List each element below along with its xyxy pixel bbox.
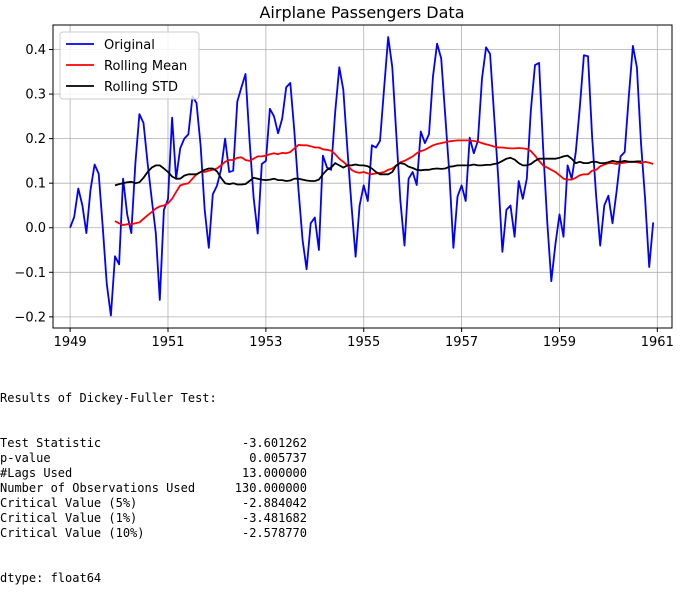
y-tick-label: 0.1 [25, 177, 46, 192]
x-tick-label: 1961 [641, 335, 674, 350]
series-line-original [69, 36, 655, 317]
results-row-label: Critical Value (1%) [0, 511, 138, 525]
results-row-label: Critical Value (5%) [0, 496, 138, 510]
results-row: Critical Value (5%) -2.884042 [0, 496, 307, 511]
x-tick-label: 1959 [543, 335, 576, 350]
results-header: Results of Dickey-Fuller Test: [0, 391, 217, 405]
results-row: Critical Value (10%) -2.578770 [0, 526, 307, 541]
chart: Airplane Passengers Data 1949 1951 1953 195… [14, 3, 673, 350]
results-row: Number of Observations Used 130.000000 [0, 481, 307, 496]
results-row-value: -2.884042 [241, 496, 307, 510]
results-table: Test Statistic -3.601262 p-value 0.005737 #L… [0, 436, 307, 541]
results-row-label: Test Statistic [0, 436, 102, 450]
y-tick-label: −0.1 [14, 266, 46, 281]
y-tick-label: 0.4 [25, 43, 46, 58]
results-row-value: -2.578770 [241, 526, 307, 540]
y-tick-label: 0.3 [25, 88, 46, 103]
results-row-label: p-value [0, 451, 51, 465]
dickey-fuller-results: Results of Dickey-Fuller Test: Test Stat… [0, 361, 307, 601]
results-row-value: 0.005737 [249, 451, 307, 465]
series-lines [69, 36, 655, 317]
y-tick-label: −0.2 [14, 310, 46, 325]
results-dtype: dtype: float64 [0, 571, 102, 585]
results-row: Critical Value (1%) -3.481682 [0, 511, 307, 526]
results-row-label: #Lags Used [0, 466, 73, 480]
x-tick-label: 1955 [347, 335, 380, 350]
plot-area-frame [52, 24, 673, 329]
results-row-value: 13.000000 [241, 466, 307, 480]
y-tick-label: 0.0 [25, 221, 46, 236]
results-row: Test Statistic -3.601262 [0, 436, 307, 451]
x-tick-label: 1949 [54, 335, 87, 350]
legend-label: Original [104, 38, 155, 53]
legend-label: Rolling STD [104, 80, 178, 95]
x-tick-label: 1951 [151, 335, 184, 350]
y-tick-label: 0.2 [25, 132, 46, 147]
chart-title: Airplane Passengers Data [259, 3, 464, 22]
results-row-label: Number of Observations Used [0, 481, 196, 495]
results-row-value: 130.000000 [234, 481, 307, 495]
results-row-value: -3.481682 [241, 511, 307, 525]
x-tick-label: 1957 [445, 335, 478, 350]
results-row: #Lags Used 13.000000 [0, 466, 307, 481]
results-row-value: -3.601262 [241, 436, 307, 450]
axis-ticks: 1949 1951 1953 1955 1957 1959 1961 −0.2 −0.1 0.0 0… [14, 43, 673, 350]
legend: Original Rolling Mean Rolling STD [59, 31, 200, 100]
legend-label: Rolling Mean [104, 59, 187, 74]
grid [53, 25, 672, 328]
results-row: p-value 0.005737 [0, 451, 307, 466]
x-tick-label: 1953 [249, 335, 282, 350]
series-line-rolling-mean [114, 139, 654, 227]
series-line-rolling-std [114, 154, 641, 187]
legend-box [59, 31, 200, 100]
results-row-label: Critical Value (10%) [0, 526, 145, 540]
